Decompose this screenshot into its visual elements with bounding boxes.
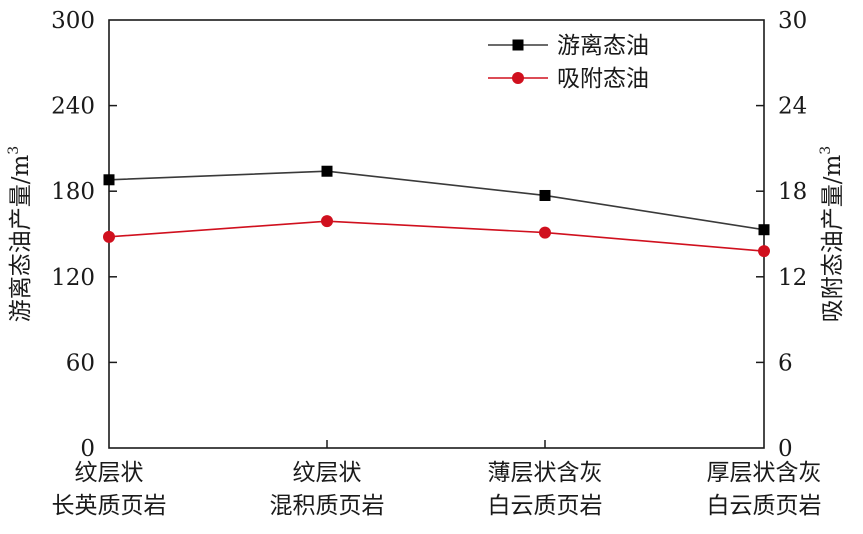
- right-tick-label: 12: [778, 265, 807, 291]
- category-label-line: 白云质页岩: [488, 493, 603, 519]
- left-tick-label: 240: [51, 94, 95, 120]
- right-tick-label: 18: [778, 179, 807, 205]
- left-axis-ticks: 0 60 120 180 240 300: [51, 8, 117, 462]
- category-label-line: 白云质页岩: [707, 493, 822, 519]
- data-point-circle: [103, 230, 115, 243]
- legend-marker-circle: [512, 72, 524, 84]
- category-label-line: 纹层状: [293, 460, 362, 486]
- right-tick-label: 30: [778, 8, 807, 34]
- right-axis-label-sup: 3: [818, 146, 834, 155]
- series-layer: [103, 165, 770, 258]
- series-adsorbed-oil: [103, 215, 770, 258]
- series-line: [108, 170, 765, 231]
- left-axis-label-sup: 3: [6, 146, 22, 155]
- right-tick-label: 24: [778, 94, 807, 120]
- right-axis-label-text: 吸附态油产量/m: [820, 154, 846, 322]
- legend-item: 吸附态油: [488, 66, 649, 92]
- category-label-line: 薄层状含灰: [488, 460, 603, 486]
- left-axis-label: 游离态油产量/m3: [6, 146, 34, 322]
- category-label-line: 混积质页岩: [270, 493, 385, 519]
- right-axis-label: 吸附态油产量/m3: [818, 146, 846, 322]
- left-tick-label: 0: [80, 436, 95, 462]
- legend-label: 游离态油: [557, 33, 649, 59]
- data-point-square: [539, 189, 551, 201]
- series-free-oil: [103, 165, 770, 236]
- left-tick-label: 300: [51, 8, 95, 34]
- right-axis-ticks: 0 6 12 18 24 30: [756, 8, 807, 462]
- category-label: 纹层状混积质页岩: [270, 460, 385, 519]
- category-label: 厚层状含灰白云质页岩: [707, 460, 822, 519]
- right-tick-label: 0: [778, 436, 793, 462]
- category-label-line: 厚层状含灰: [707, 460, 822, 486]
- data-point-square: [321, 165, 333, 177]
- category-label-line: 纹层状: [75, 460, 144, 486]
- left-tick-label: 120: [51, 265, 95, 291]
- legend-item: 游离态油: [488, 33, 649, 59]
- category-label-line: 长英质页岩: [52, 493, 167, 519]
- data-point-square: [103, 174, 115, 186]
- x-axis-ticks: [326, 440, 546, 448]
- category-label: 薄层状含灰白云质页岩: [488, 460, 603, 519]
- data-point-circle: [539, 226, 551, 239]
- left-axis-label-text: 游离态油产量/m: [8, 154, 34, 322]
- left-tick-label: 180: [51, 179, 95, 205]
- left-tick-label: 60: [66, 350, 95, 376]
- category-label: 纹层状长英质页岩: [52, 460, 167, 519]
- legend-label: 吸附态油: [557, 66, 649, 92]
- legend-marker-square: [512, 39, 524, 51]
- right-tick-label: 6: [778, 350, 793, 376]
- data-point-circle: [758, 245, 770, 258]
- data-point-square: [758, 224, 770, 236]
- data-point-circle: [321, 215, 333, 228]
- series-line: [108, 220, 765, 252]
